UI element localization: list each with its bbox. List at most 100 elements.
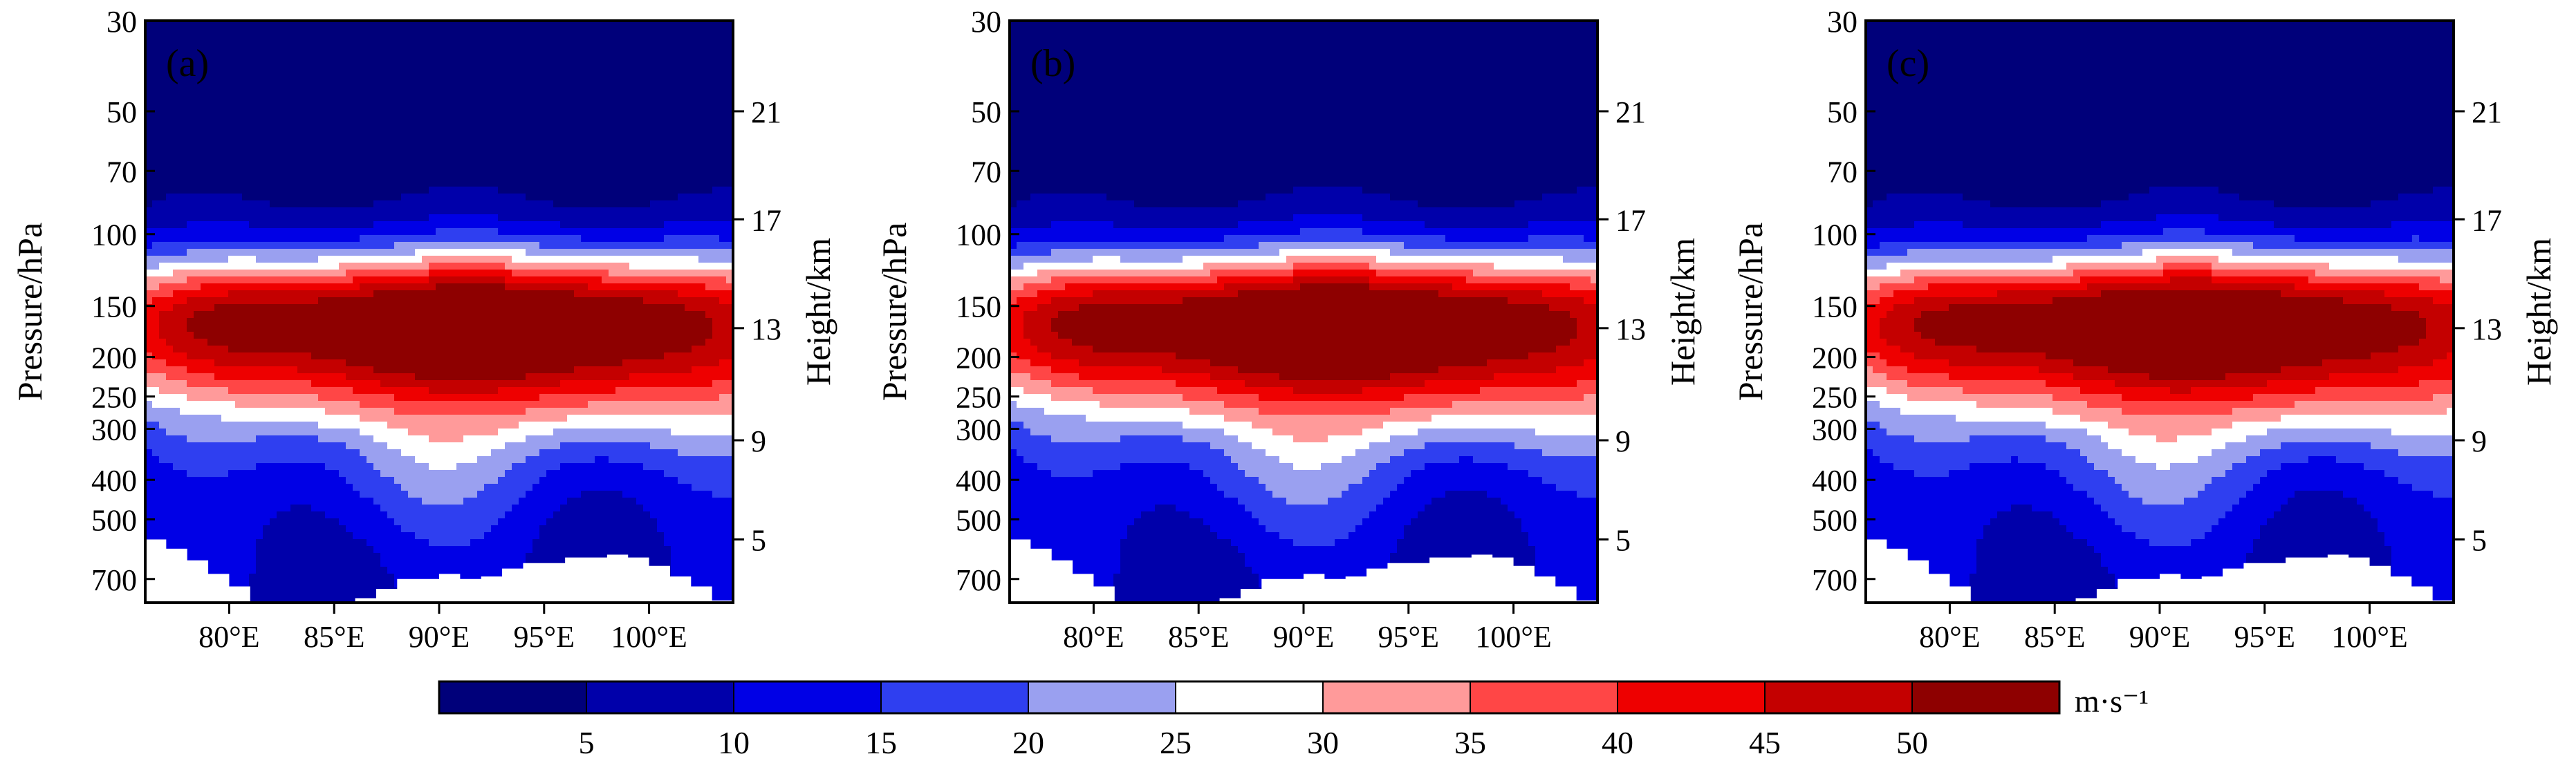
contour-cell [609, 152, 616, 160]
contour-cell [664, 145, 671, 153]
contour-cell [235, 352, 243, 360]
contour-cell [698, 366, 706, 374]
contour-cell [415, 152, 423, 160]
contour-cell [367, 297, 374, 305]
contour-cell [353, 311, 360, 319]
contour-cell [297, 41, 305, 49]
contour-cell [450, 380, 457, 388]
contour-cell [422, 408, 429, 415]
contour-cell [415, 83, 423, 91]
contour-cell [456, 69, 464, 77]
contour-cell [408, 346, 416, 353]
contour-cell [249, 359, 257, 367]
contour-cell [726, 159, 733, 167]
contour-cell [685, 83, 692, 91]
contour-cell [456, 283, 464, 291]
contour-cell [560, 270, 568, 277]
contour-cell [207, 104, 215, 111]
contour-cell [643, 55, 651, 63]
contour-cell [214, 422, 222, 429]
contour-cell [408, 256, 416, 263]
contour-cell [484, 131, 492, 139]
contour-cell [692, 131, 699, 139]
contour-cell [602, 111, 609, 118]
contour-cell [450, 152, 457, 160]
contour-cell [394, 408, 402, 415]
contour-cell [519, 180, 526, 187]
contour-cell [491, 325, 499, 332]
contour-cell [498, 207, 506, 215]
contour-cell [263, 180, 270, 187]
contour-cell [671, 242, 678, 250]
contour-cell [304, 297, 312, 305]
contour-cell [187, 21, 194, 28]
contour-cell [353, 62, 360, 70]
contour-cell [387, 366, 395, 374]
contour-cell [290, 256, 298, 263]
contour-cell [249, 339, 257, 346]
contour-cell [394, 131, 402, 139]
contour-cell [609, 55, 616, 63]
contour-cell [201, 256, 208, 263]
contour-cell [692, 159, 699, 167]
contour-cell [242, 332, 250, 339]
contour-cell [643, 359, 651, 367]
contour-cell [567, 131, 575, 139]
contour-cell [332, 187, 340, 194]
contour-cell [636, 304, 644, 312]
contour-cell [339, 117, 346, 125]
contour-cell [595, 194, 602, 201]
contour-cell [484, 387, 492, 395]
contour-cell [394, 145, 402, 153]
contour-cell [574, 373, 582, 381]
contour-cell [539, 366, 547, 374]
contour-cell [470, 352, 478, 360]
contour-cell [207, 124, 215, 132]
contour-cell [429, 76, 436, 84]
contour-cell [498, 290, 506, 298]
contour-cell [560, 263, 568, 270]
contour-cell [532, 48, 540, 56]
contour-cell [277, 62, 284, 70]
contour-cell [719, 111, 727, 118]
contour-cell [360, 249, 367, 256]
contour-cell [270, 200, 277, 208]
contour-cell [429, 138, 436, 146]
contour-cell [636, 28, 644, 35]
contour-cell [636, 166, 644, 173]
contour-cell [574, 346, 582, 353]
contour-cell [221, 221, 229, 229]
contour-cell [692, 270, 699, 277]
contour-cell [678, 221, 685, 229]
contour-cell [553, 422, 561, 429]
contour-cell [235, 304, 243, 312]
contour-cell [180, 83, 187, 91]
contour-cell [705, 415, 713, 422]
contour-cell [595, 41, 602, 49]
contour-cell [318, 166, 326, 173]
contour-cell [712, 207, 720, 215]
contour-cell [698, 90, 706, 97]
contour-cell [235, 346, 243, 353]
contour-cell [194, 297, 201, 305]
contour-cell [526, 124, 533, 132]
contour-cell [553, 35, 561, 42]
contour-cell [228, 408, 236, 415]
contour-cell [443, 83, 450, 91]
contour-cell [705, 380, 713, 388]
contour-cell [615, 304, 623, 312]
contour-cell [242, 138, 250, 146]
contour-cell [539, 256, 547, 263]
contour-cell [422, 228, 429, 236]
contour-cell [567, 394, 575, 402]
contour-cell [304, 200, 312, 208]
contour-cell [470, 387, 478, 395]
contour-cell [595, 173, 602, 180]
contour-cell [339, 90, 346, 97]
contour-cell [360, 394, 367, 402]
contour-cell [263, 304, 270, 312]
contour-cell [373, 359, 381, 367]
contour-cell [512, 138, 519, 146]
contour-cell [692, 21, 699, 28]
contour-cell [484, 270, 492, 277]
